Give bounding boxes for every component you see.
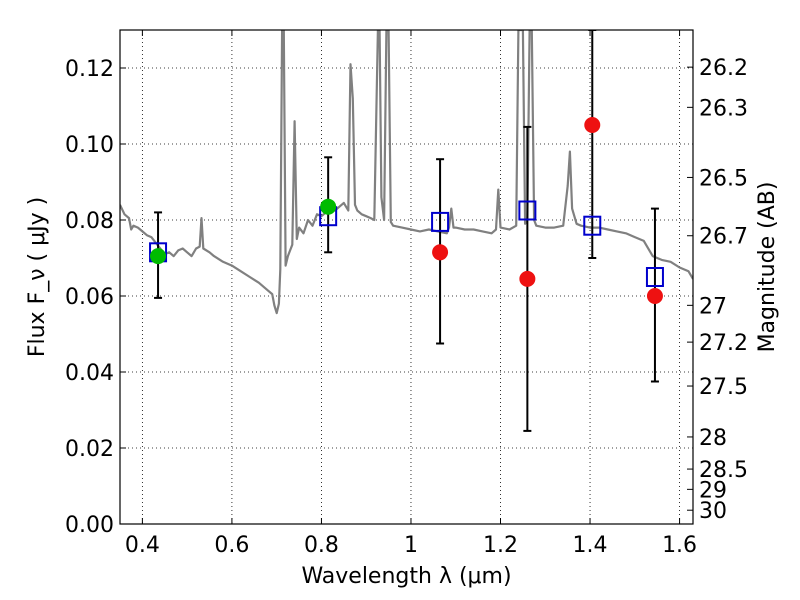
y-tick-label: 0.00 [65, 513, 114, 538]
axis-ticks: 0.4 0.6 0.8 1 1.2 1.4 1.6 0.00 0.02 0.04 0.06 0.08 0… [65, 30, 748, 558]
y2-tick-label: 27.5 [699, 375, 748, 400]
observed-point-marker [519, 270, 536, 287]
x-tick-label: 0.4 [125, 533, 160, 558]
y-tick-label: 0.10 [65, 133, 114, 158]
y2-tick-label: 26.7 [699, 225, 748, 250]
y-axis-title: Flux F_ν ( μJy ) [25, 197, 50, 357]
x-tick-label: 1 [404, 533, 418, 558]
grid-lines [120, 30, 693, 525]
y2-tick-label: 27 [699, 294, 727, 319]
x-axis-title: Wavelength λ (μm) [301, 564, 511, 589]
y2-tick-label: 26.3 [699, 96, 748, 121]
y-tick-label: 0.06 [65, 285, 114, 310]
y2-tick-label: 28.5 [699, 458, 748, 483]
y-tick-label: 0.02 [65, 437, 114, 462]
y2-axis-title: Magnitude (AB) [755, 182, 780, 353]
y-tick-label: 0.08 [65, 209, 114, 234]
model-square-marker [583, 215, 602, 236]
model-square-marker [645, 267, 664, 287]
x-tick-label: 1.6 [662, 533, 697, 558]
y-tick-label: 0.12 [65, 57, 114, 82]
plot-frame [119, 29, 694, 525]
y2-tick-label: 30 [699, 499, 727, 524]
spectrum-layer [120, 30, 693, 315]
x-tick-label: 1.4 [573, 533, 608, 558]
x-tick-label: 0.6 [214, 533, 249, 558]
model-square-marker [431, 211, 450, 232]
y2-tick-label: 27.2 [699, 331, 748, 356]
x-tick-label: 1.2 [483, 533, 518, 558]
observed-point-marker [646, 288, 663, 304]
y2-tick-label: 28 [699, 426, 727, 451]
observed-point-marker [320, 198, 337, 215]
markers [149, 117, 664, 304]
model-square-marker [518, 200, 537, 221]
observed-point-marker [432, 244, 449, 261]
y2-tick-label: 26.2 [699, 56, 748, 81]
error-bars [154, 30, 659, 432]
y-tick-label: 0.04 [65, 361, 114, 386]
x-tick-label: 0.8 [304, 533, 339, 558]
y2-tick-label: 26.5 [699, 166, 748, 191]
spectrum-line [120, 30, 693, 315]
observed-point-marker [150, 248, 167, 265]
y2-tick-label: 29 [699, 478, 727, 503]
observed-point-marker [584, 117, 601, 133]
